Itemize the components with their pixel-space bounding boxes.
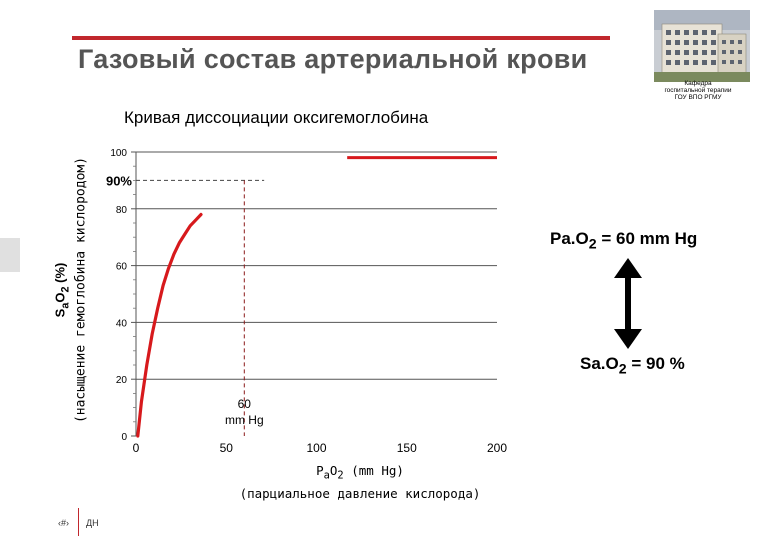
department-building-logo: [654, 10, 750, 82]
side-tab: [0, 238, 20, 272]
department-line: ГОУ ВПО РГМУ: [674, 94, 722, 101]
x-axis-label-sub-2: 2: [337, 469, 344, 482]
y-tick-label: 0: [121, 432, 127, 443]
x-axis-title: PaO2 (mm Hg) (парциальное давление кисло…: [140, 462, 580, 502]
sao2-label: Sa.O2 = 90 %: [580, 354, 685, 378]
y-tick-label: 100: [110, 148, 127, 159]
pao2-sub-2: 2: [588, 236, 597, 253]
y-tick-label: 60: [116, 262, 128, 273]
pao2-60-unit: mm Hg: [225, 413, 264, 427]
title-underline: [72, 36, 610, 40]
department-line: Кафедра: [684, 80, 712, 87]
footer-author: ДН: [86, 518, 99, 528]
footer-divider: [78, 508, 79, 536]
x-axis-label-line1: PaO2 (mm Hg): [316, 463, 404, 482]
pao2-60-value: 60: [238, 397, 252, 411]
dissociation-curve: [136, 212, 203, 438]
slide-number: ‹#›: [58, 518, 69, 528]
x-axis-label-sub-a: a: [323, 469, 330, 482]
x-tick-label: 200: [487, 441, 507, 455]
saturation-90-label: 90%: [106, 173, 132, 188]
department-line: госпитальной терапии: [664, 87, 732, 94]
y-tick-label: 40: [116, 318, 128, 329]
x-tick-label: 150: [397, 441, 417, 455]
department-caption: Кафедра госпитальной терапии ГОУ ВПО РГМ…: [628, 80, 768, 101]
y-tick-label: 20: [116, 375, 128, 386]
sao2-sub-2: 2: [618, 361, 627, 378]
double-arrow-down-head: [614, 329, 642, 349]
x-tick-label: 100: [306, 441, 326, 455]
double-arrow-up-head: [614, 258, 642, 278]
x-tick-label: 50: [220, 441, 234, 455]
x-tick-label: 0: [133, 441, 140, 455]
x-axis-label-line2: (парциальное давление кислорода): [239, 485, 481, 501]
slide-title: Газовый состав артериальной крови: [78, 44, 588, 74]
y-tick-label: 80: [116, 205, 128, 216]
chart-subtitle: Кривая диссоциации оксигемоглобина: [124, 108, 429, 127]
pao2-label: Pa.O2 = 60 mm Hg: [550, 229, 698, 253]
